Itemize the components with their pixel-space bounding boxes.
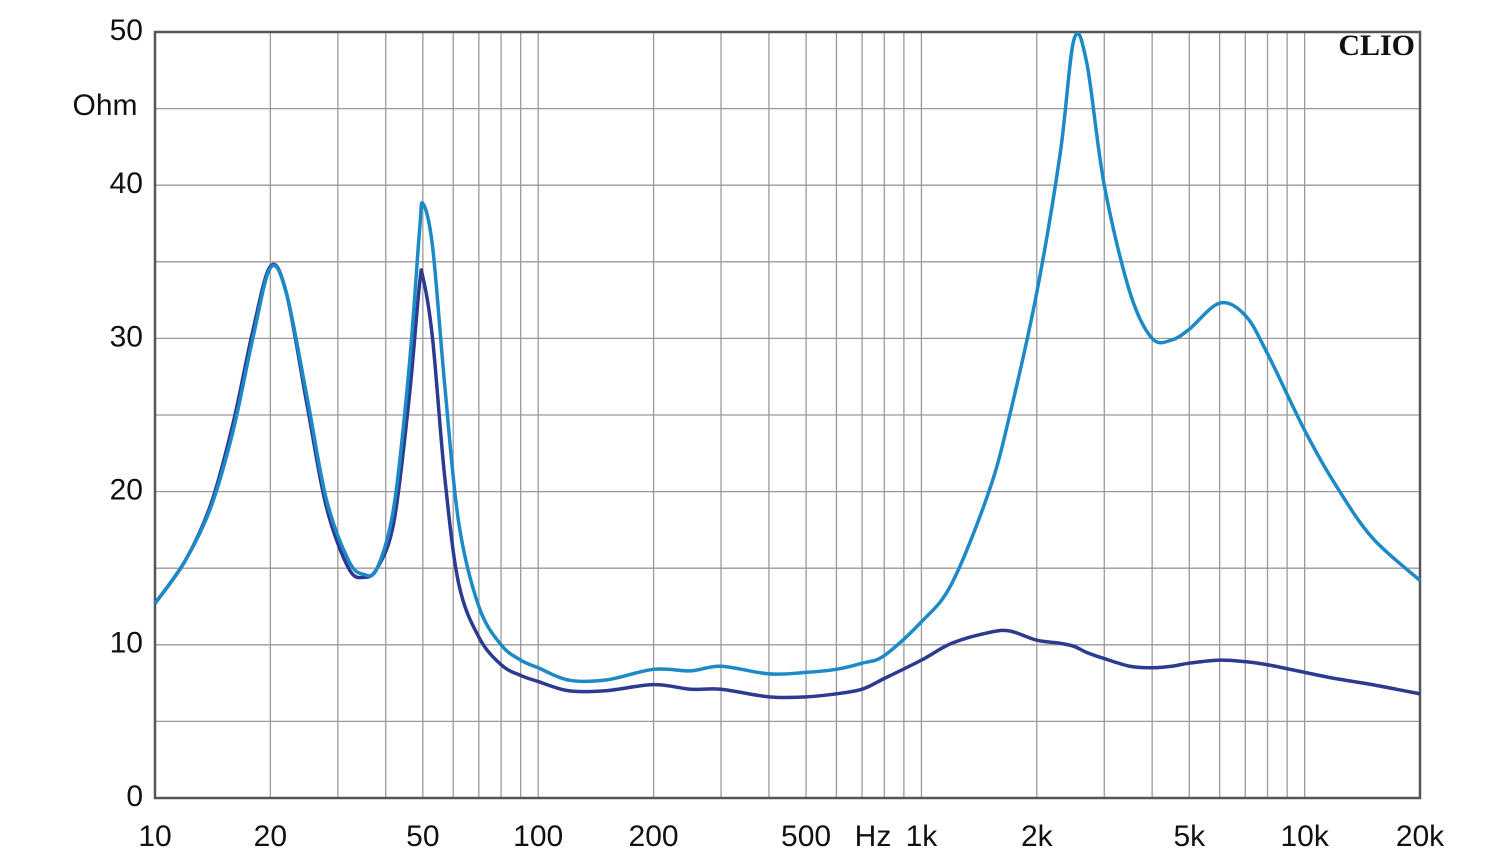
- x-tick-label: 100: [513, 820, 563, 853]
- impedance-curve: [153, 262, 1421, 700]
- x-tick-label: 2k: [1021, 820, 1054, 853]
- y-tick-label: 30: [110, 320, 143, 353]
- annotation: CLIO: [1338, 29, 1415, 62]
- y-axis-label: Ohm: [72, 89, 137, 122]
- x-tick-label: 5k: [1173, 820, 1206, 853]
- x-tick-label: 20: [254, 820, 287, 853]
- impedance-curve: [153, 31, 1422, 684]
- y-tick-label: 10: [110, 627, 143, 660]
- x-tick-label: 200: [629, 820, 679, 853]
- x-tick-label: 1k: [906, 820, 939, 853]
- x-tick-label: 10: [138, 820, 171, 853]
- y-tick-label: 20: [110, 474, 143, 507]
- y-tick-label: 40: [110, 167, 143, 200]
- y-tick-label: 0: [126, 780, 143, 813]
- y-tick-label: 50: [110, 14, 143, 47]
- x-axis-label: Hz: [855, 820, 892, 853]
- x-tick-label: 50: [406, 820, 439, 853]
- x-tick-label: 500: [781, 820, 831, 853]
- x-tick-label: 10k: [1280, 820, 1329, 853]
- plot-frame: [153, 30, 1422, 800]
- x-tick-label: 20k: [1396, 820, 1445, 853]
